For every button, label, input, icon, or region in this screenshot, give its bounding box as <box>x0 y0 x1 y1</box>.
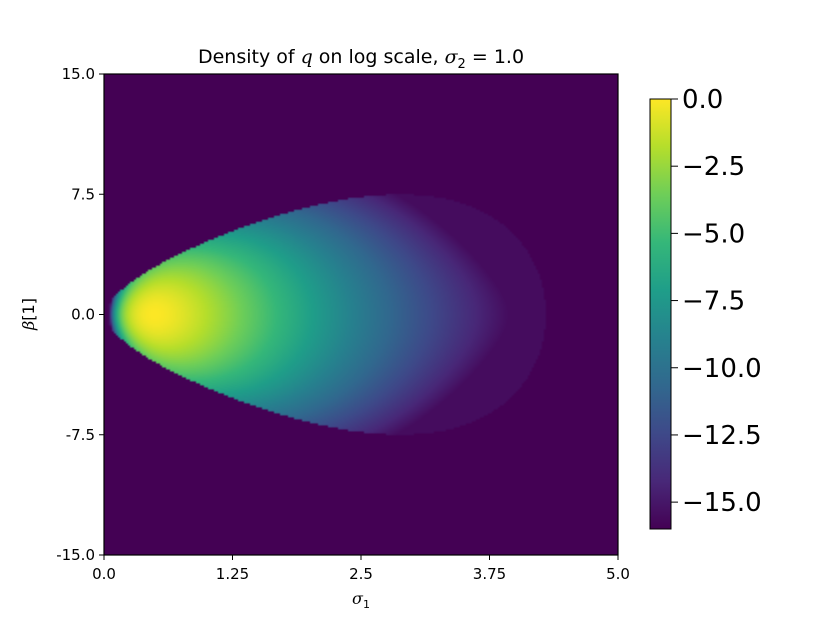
heatmap-image <box>104 74 618 555</box>
colorbar-tick-label: 0.0 <box>682 85 723 115</box>
colorbar-tick-label: −10.0 <box>682 354 762 384</box>
x-tick-label: 1.25 <box>216 565 249 583</box>
colorbar-tick-label: −2.5 <box>682 152 745 182</box>
y-axis-title: β[1] <box>19 298 38 331</box>
x-tick-label: 3.75 <box>473 565 506 583</box>
y-tick-label: 0.0 <box>71 306 95 324</box>
colorbar-tick-label: −7.5 <box>682 287 745 317</box>
y-tick-label: -7.5 <box>66 426 95 444</box>
x-axis-title: σ1 <box>352 589 370 611</box>
colorbar-tick-label: −12.5 <box>682 421 762 451</box>
y-tick-label: 15.0 <box>62 65 95 83</box>
y-tick-label: 7.5 <box>71 185 95 203</box>
x-tick-label: 5.0 <box>606 565 630 583</box>
x-tick-label: 2.5 <box>349 565 373 583</box>
title-variable: q <box>301 46 313 68</box>
x-tick-label: 0.0 <box>92 565 116 583</box>
colorbar-axis: 0.0 −2.5 −5.0 −7.5 −10.0 −12.5 −15.0 <box>671 85 762 518</box>
colorbar-tick-label: −5.0 <box>682 219 745 249</box>
y-axis: 15.0 7.5 0.0 -7.5 -15.0 <box>56 65 104 564</box>
heatmap-plot-area <box>104 74 618 555</box>
y-tick-label: -15.0 <box>56 546 95 564</box>
colorbar-tick-label: −15.0 <box>682 488 762 518</box>
chart-title: Density of q on log scale, σ2 = 1.0 <box>198 46 524 72</box>
title-sigma-symbol: σ <box>445 46 459 68</box>
x-axis: 0.0 1.25 2.5 3.75 5.0 <box>92 555 630 583</box>
colorbar <box>649 98 672 530</box>
